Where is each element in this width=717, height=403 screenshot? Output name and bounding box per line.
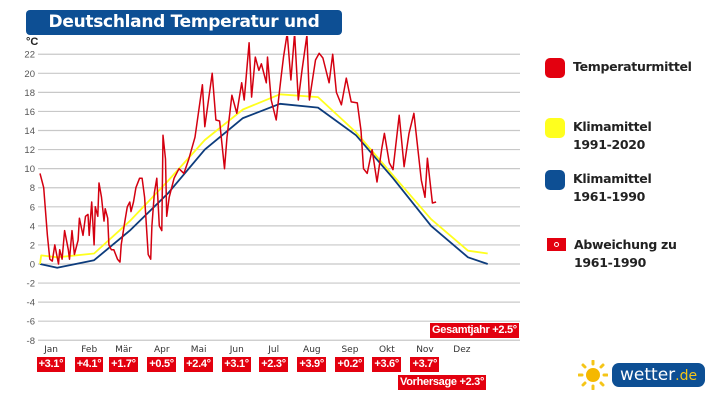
month-label-nov: Nov (416, 345, 434, 355)
y-tick-label: -2 (27, 279, 35, 290)
legend-label: Abweichung zu (574, 237, 677, 252)
month-label-jan: Jan (43, 345, 58, 355)
y-tick-label: 6 (30, 202, 35, 213)
sun-icon (578, 360, 608, 390)
y-tick-label: 12 (24, 145, 35, 156)
legend-label-period: 1961-1990 (573, 189, 646, 204)
y-tick-label: 14 (24, 126, 35, 137)
y-tick-label: 18 (24, 88, 35, 99)
y-tick-label: 20 (24, 69, 35, 80)
y-tick-label: 16 (24, 107, 35, 118)
legend-swatch-blue (545, 170, 565, 190)
month-label-feb: Feb (81, 345, 97, 355)
deviation-badge-mai: +2.4° (184, 357, 213, 372)
gesamtjahr-badge: Gesamtjahr +2.5° (430, 323, 519, 338)
y-tick-label: -4 (27, 298, 35, 309)
legend-deviation-badge-icon (547, 238, 566, 251)
legend-label: Klimamittel (573, 171, 652, 186)
y-tick-label: 2 (30, 240, 35, 251)
vorhersage-badge: Vorhersage +2.3° (398, 375, 487, 390)
y-axis-unit: °C (26, 36, 39, 48)
month-label-dez: Dez (453, 345, 470, 355)
deviation-badge-sep: +0.2° (335, 357, 365, 372)
legend-klimamittel-1961-1990: Klimamittel 1961-1990 (545, 170, 652, 206)
legend-label: Klimamittel (573, 119, 652, 134)
deviation-badge-apr: +0.5° (147, 357, 176, 372)
chart-title: Deutschland Temperatur und Klima (26, 10, 342, 57)
logo-text: wetter.de (612, 363, 706, 387)
legend-label-period: 1991-2020 (573, 137, 646, 152)
deviation-badge-okt: +3.6° (372, 357, 401, 372)
deviation-badge-mär: +1.7° (109, 357, 138, 372)
legend-abweichung: Abweichung zu 1961-1990 (545, 236, 677, 272)
wetter-de-logo: wetter.de (578, 360, 706, 390)
month-label-jun: Jun (229, 345, 244, 355)
deviation-badge-jun: +3.1° (222, 357, 251, 372)
series-line-klimamittel-1961-1990 (39, 102, 488, 269)
month-label-okt: Okt (379, 345, 395, 355)
y-tick-label: 4 (30, 221, 35, 232)
month-label-apr: Apr (154, 345, 170, 355)
deviation-badge-jul: +2.3° (259, 357, 288, 372)
month-label-aug: Aug (303, 345, 321, 355)
series-line-temperaturmittel (39, 36, 437, 265)
deviation-badge-aug: +3.9° (297, 357, 326, 372)
y-tick-label: -8 (27, 336, 35, 347)
month-label-mär: Mär (115, 345, 132, 355)
y-tick-label: -6 (27, 317, 35, 328)
legend-swatch-yellow (545, 118, 565, 138)
legend-klimamittel-1991-2020: Klimamittel 1991-2020 (545, 118, 652, 154)
legend-swatch-red (545, 58, 565, 78)
deviation-badge-feb: +4.1° (74, 357, 104, 372)
deviation-badge-nov: +3.7° (410, 357, 440, 372)
month-label-mai: Mai (191, 345, 207, 355)
y-tick-label: 22 (24, 50, 35, 61)
legend-label: Temperaturmittel (573, 59, 692, 74)
y-tick-label: 10 (24, 164, 35, 175)
month-label-sep: Sep (341, 345, 358, 355)
legend-label-period: 1961-1990 (574, 255, 647, 270)
month-label-jul: Jul (267, 345, 279, 355)
deviation-badge-jan: +3.1° (36, 357, 66, 372)
legend-temperaturmittel: Temperaturmittel (545, 58, 692, 78)
y-tick-label: 0 (30, 260, 35, 271)
y-tick-label: 8 (30, 183, 35, 194)
